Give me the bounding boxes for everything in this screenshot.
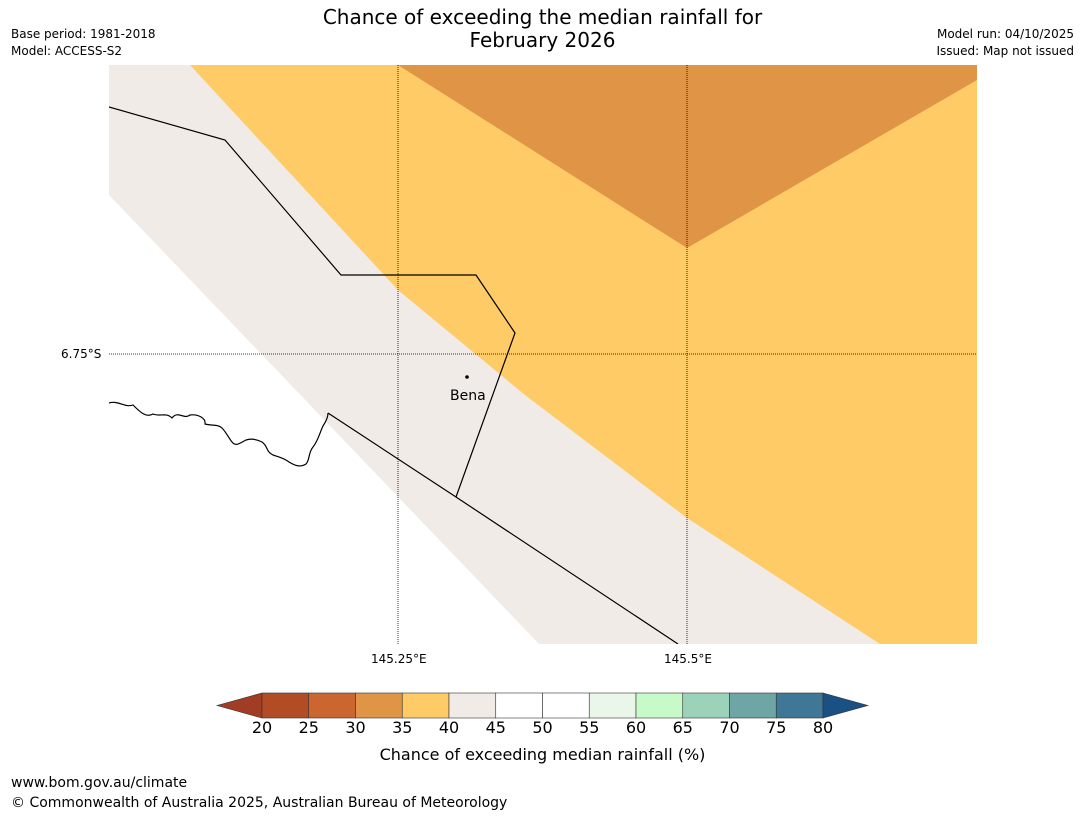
place-label-bena: Bena [450, 388, 486, 404]
boundary-line-south [327, 412, 679, 644]
colorbar-segment [495, 692, 543, 719]
model-text: Model: ACCESS-S2 [11, 44, 123, 58]
town-marker-bena [465, 375, 469, 379]
colorbar-segment [448, 692, 497, 719]
colorbar-segment [775, 692, 824, 719]
colorbar-segment [682, 692, 730, 719]
colorbar-segment [729, 692, 777, 719]
colorbar-tick-label: 55 [579, 718, 600, 737]
colorbar-segment [401, 692, 450, 719]
colorbar [215, 692, 870, 719]
base-period-text: Base period: 1981-2018 [11, 27, 156, 41]
model-run-text: Model run: 04/10/2025 [936, 27, 1074, 41]
map-area [109, 65, 977, 644]
colorbar-tick-label: 70 [719, 718, 740, 737]
colorbar-tick-label: 65 [672, 718, 693, 737]
colorbar-segment [588, 692, 637, 719]
colorbar-tick-label: 45 [485, 718, 506, 737]
map-title: Chance of exceeding the median rainfall … [0, 6, 1085, 52]
colorbar-segment [542, 692, 590, 719]
colorbar-tick-label: 25 [298, 718, 319, 737]
colorbar-tick-label: 75 [766, 718, 787, 737]
colorbar-tick-label: 50 [532, 718, 553, 737]
coastline [109, 401, 329, 467]
band-30-35 [398, 65, 977, 248]
colorbar-segment [308, 692, 356, 719]
colorbar-arrow-high [822, 692, 870, 719]
title-line-2: February 2026 [469, 28, 616, 52]
band-45-55 [109, 195, 539, 644]
colorbar-tick-label: 35 [392, 718, 413, 737]
lon-label-1: 145.25°E [371, 652, 427, 666]
footer-copyright: © Commonwealth of Australia 2025, Austra… [11, 795, 508, 811]
colorbar-arrow-low [215, 692, 263, 719]
colorbar-segment [635, 692, 684, 719]
colorbar-tick-label: 40 [438, 718, 460, 737]
colorbar-segment [261, 692, 310, 719]
title-line-1: Chance of exceeding the median rainfall … [322, 5, 763, 29]
colorbar-segment [355, 692, 403, 719]
colorbar-tick-label: 30 [345, 718, 366, 737]
colorbar-tick-label: 60 [625, 718, 647, 737]
colorbar-tick-label: 20 [251, 718, 273, 737]
issued-text: Issued: Map not issued [936, 44, 1074, 58]
lat-label: 6.75°S [61, 347, 102, 361]
boundary-line-north [109, 106, 516, 498]
band-35-40 [190, 65, 977, 644]
footer-url[interactable]: www.bom.gov.au/climate [11, 775, 188, 791]
colorbar-title: Chance of exceeding median rainfall (%) [379, 745, 706, 764]
colorbar-tick-label: 80 [812, 718, 834, 737]
lon-label-2: 145.5°E [664, 652, 712, 666]
